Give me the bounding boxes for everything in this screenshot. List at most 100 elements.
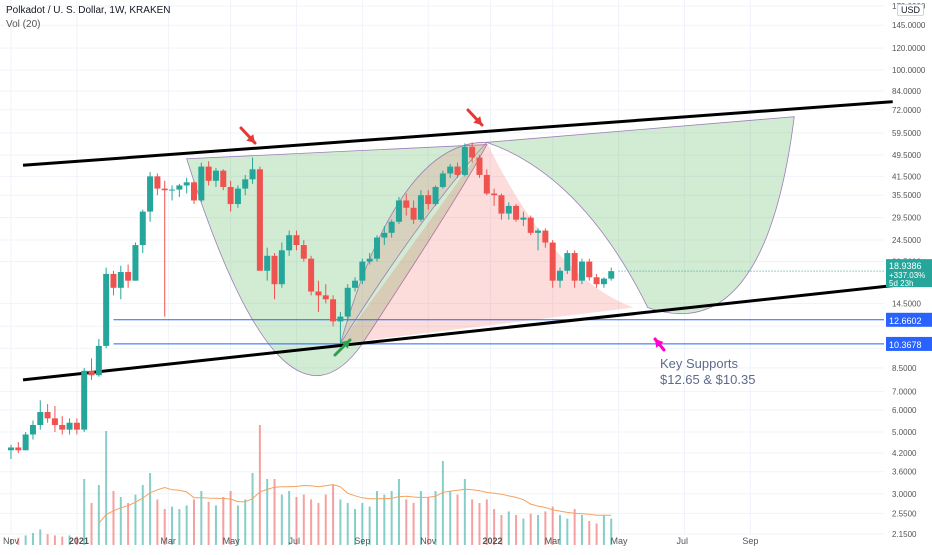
candle-body: [557, 270, 563, 281]
volume-bar: [178, 509, 181, 545]
volume-bar: [368, 506, 371, 545]
volume-bar: [134, 494, 137, 545]
candle-body: [242, 179, 249, 189]
volume-bar: [324, 494, 327, 545]
candle-body: [483, 174, 490, 194]
y-tick-label: 72.0000: [892, 106, 921, 115]
candle-body: [498, 195, 505, 214]
x-tick-label: Mar: [545, 536, 561, 546]
candle-body: [205, 166, 212, 181]
volume-bar: [332, 485, 335, 545]
y-tick-label: 5.0000: [892, 428, 917, 437]
volume-bar: [500, 515, 503, 545]
volume-bar: [105, 431, 108, 545]
candle-body: [88, 370, 95, 376]
candle-body: [117, 272, 124, 288]
volume-bar: [266, 479, 269, 545]
candle-body: [578, 261, 585, 281]
volume-bar: [229, 491, 232, 545]
candle-body: [527, 217, 534, 233]
last-price-tag: [886, 259, 932, 288]
volume-bar: [24, 535, 27, 545]
candle-body: [330, 299, 337, 322]
x-tick-label: Mar: [160, 536, 176, 546]
candle-body: [381, 232, 388, 238]
volume-bar: [493, 509, 496, 545]
red-arrow-top-mid-head: [473, 116, 482, 125]
y-tick-label: 84.0000: [892, 87, 921, 96]
x-tick-label: Jul: [676, 536, 688, 546]
volume-bar: [390, 491, 393, 545]
candle-body: [51, 418, 58, 425]
y-tick-label: 120.0000: [892, 44, 926, 53]
candle-body: [29, 424, 36, 435]
support-price-label: 12.6602: [889, 316, 922, 326]
candle-body: [198, 166, 205, 201]
volume-bar: [302, 494, 305, 545]
x-tick-label: Sep: [354, 536, 370, 546]
y-tick-label: 29.5000: [892, 214, 921, 223]
volume-bar: [280, 494, 283, 545]
volume-bar: [537, 515, 540, 545]
candle-body: [169, 189, 176, 191]
volume-bar: [10, 539, 12, 545]
volume-bar: [507, 511, 510, 545]
candle-body: [359, 261, 366, 281]
volume-bar: [544, 511, 547, 545]
x-tick-label: 2021: [69, 536, 89, 546]
candle-body: [564, 253, 571, 271]
candle-body: [476, 157, 483, 175]
y-tick-label: 41.5000: [892, 172, 921, 181]
last-price-label: 18.9386: [889, 261, 922, 271]
annotation-text: Key Supports: [660, 356, 739, 371]
candle-body: [103, 273, 110, 346]
candle-body: [352, 280, 359, 288]
candle-body: [520, 217, 527, 220]
red-triangle-region: [340, 142, 634, 344]
volume-bar: [566, 518, 569, 545]
candle-body: [73, 422, 80, 430]
volume-bar: [434, 491, 437, 545]
y-tick-label: 6.0000: [892, 406, 917, 415]
volume-bar: [90, 503, 93, 545]
volume-bar: [273, 479, 276, 545]
volume-bar: [339, 499, 342, 545]
candle-body: [513, 205, 520, 220]
volume-bar: [258, 425, 261, 545]
volume-bar: [376, 491, 378, 545]
volume-bar: [441, 461, 444, 545]
volume-bar: [193, 499, 195, 545]
volume-bar: [141, 485, 144, 545]
candle-body: [227, 187, 234, 205]
volume-bar: [119, 497, 122, 545]
volume-bar: [244, 499, 247, 545]
candle-body: [491, 193, 498, 196]
candle-body: [81, 370, 88, 430]
candle-body: [608, 271, 615, 279]
volume-indicator-label[interactable]: Vol (20): [6, 19, 41, 30]
candle-body: [461, 146, 468, 175]
volume-bar: [515, 515, 518, 545]
volume-bar: [449, 491, 452, 545]
candle-body: [191, 182, 197, 201]
volume-bar: [31, 533, 34, 545]
volume-bar: [551, 506, 554, 545]
candle-body: [344, 287, 351, 317]
candle-body: [220, 170, 227, 188]
volume-bar: [214, 505, 217, 545]
change-pct-label: +337.03%: [889, 271, 925, 280]
annotation-text: $12.65 & $10.35: [660, 372, 755, 387]
x-tick-label: May: [611, 536, 629, 546]
y-tick-label: 7.0000: [892, 387, 917, 396]
volume-bar: [156, 499, 159, 545]
y-tick-label: 100.0000: [892, 66, 926, 75]
volume-bar: [588, 521, 591, 545]
red-arrow-top-left-head: [246, 134, 255, 143]
volume-bar: [427, 497, 430, 545]
volume-bar: [412, 503, 415, 545]
volume-bar: [171, 506, 174, 545]
currency-badge[interactable]: USD: [896, 4, 924, 16]
x-tick-label: Nov: [3, 536, 20, 546]
volume-bar: [529, 513, 532, 545]
